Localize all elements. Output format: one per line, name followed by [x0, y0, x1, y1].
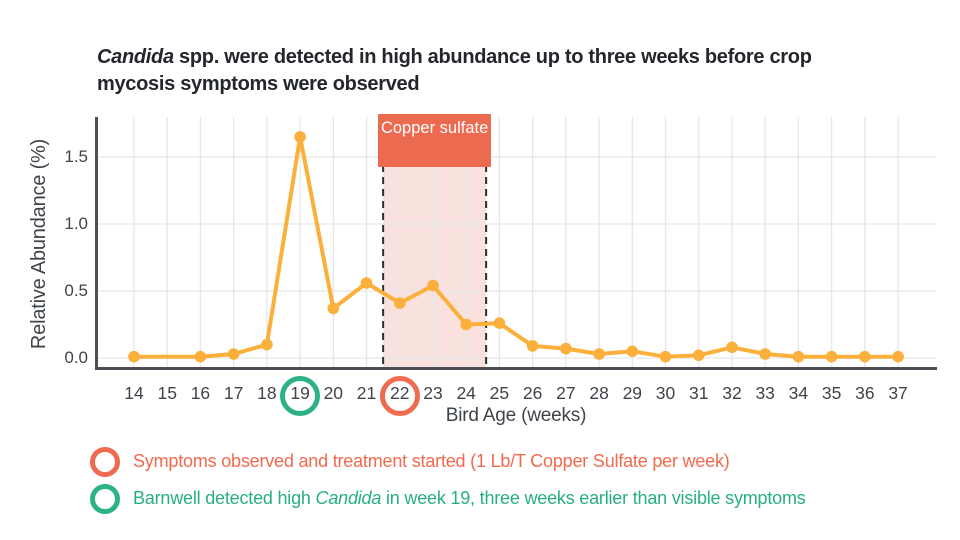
legend-ring-green-icon [90, 483, 120, 514]
x-tick-31: 31 [689, 383, 709, 403]
x-tick-35: 35 [821, 383, 842, 403]
x-tick-32: 32 [722, 383, 742, 403]
x-tick-36: 36 [855, 383, 875, 403]
x-tick-24: 24 [456, 383, 476, 403]
y-tick-1.0: 1.0 [64, 214, 88, 233]
legend-text-barnwell: Barnwell detected high Candida in week 1… [133, 488, 806, 508]
x-axis-spine [95, 367, 937, 370]
legend-text-symptoms: Symptoms observed and treatment started … [133, 451, 730, 471]
title-line1: spp. were detected in high abundance up … [173, 46, 812, 68]
x-tick-25: 25 [489, 383, 510, 403]
x-tick-27: 27 [556, 383, 576, 403]
x-tick-30: 30 [655, 383, 676, 403]
title-italic-candida: Candida [97, 46, 174, 68]
x-tick-37: 37 [888, 383, 908, 403]
y-tick-0.0: 0.0 [64, 348, 88, 367]
x-tick-17: 17 [223, 383, 244, 403]
x-tick-16: 16 [190, 383, 211, 403]
x-tick-15: 15 [157, 383, 177, 403]
y-axis-spine [95, 117, 98, 370]
circled-week-19 [280, 376, 321, 416]
chart-title: Candida spp. were detected in high abund… [97, 44, 937, 98]
x-tick-20: 20 [323, 383, 344, 403]
x-tick-33: 33 [755, 383, 775, 403]
x-tick-28: 28 [589, 383, 609, 403]
circled-week-22 [379, 376, 420, 416]
legend-row-symptoms: Symptoms observed and treatment started … [90, 446, 730, 477]
legend-ring-red-icon [90, 446, 120, 477]
line-chart-svg [96, 117, 936, 368]
title-line2: mycosis symptoms were observed [97, 73, 420, 95]
x-tick-14: 14 [124, 383, 144, 403]
treatment-band-label: Copper sulfate [378, 114, 492, 167]
plot-area [96, 117, 936, 368]
x-axis-label: Bird Age (weeks) [445, 405, 587, 426]
y-tick-1.5: 1.5 [64, 147, 88, 166]
x-tick-23: 23 [423, 383, 443, 403]
x-tick-34: 34 [788, 383, 809, 403]
x-tick-26: 26 [522, 383, 543, 403]
x-tick-18: 18 [257, 383, 277, 403]
x-tick-21: 21 [356, 383, 377, 403]
y-tick-0.5: 0.5 [64, 281, 88, 300]
legend-row-barnwell: Barnwell detected high Candida in week 1… [90, 483, 806, 514]
x-tick-29: 29 [622, 383, 643, 403]
